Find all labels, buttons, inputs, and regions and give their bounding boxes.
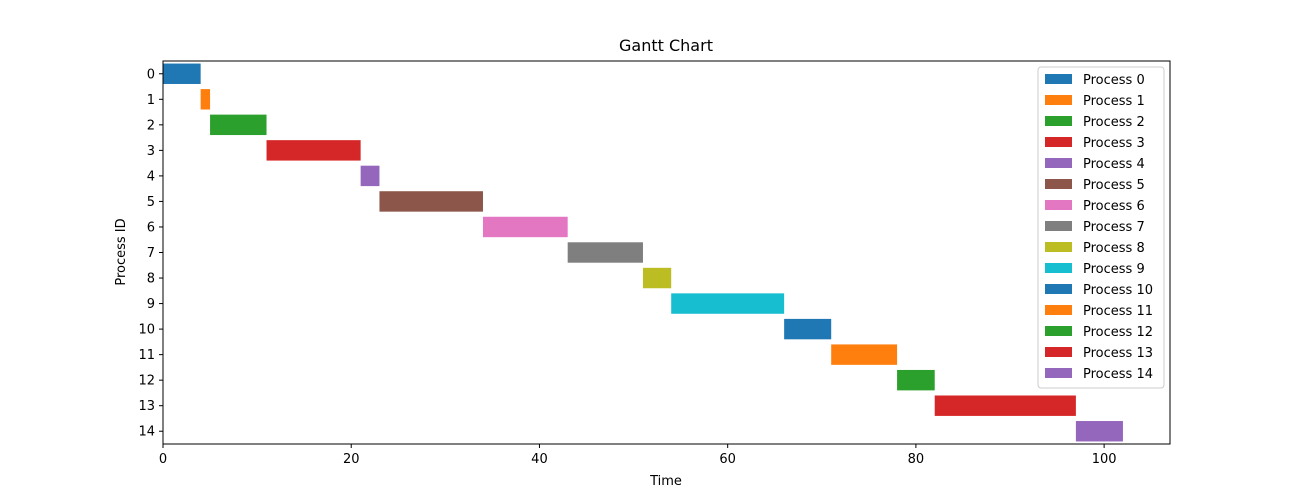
legend-swatch	[1045, 200, 1072, 210]
bar-process-3	[266, 140, 361, 161]
legend-label: Process 1	[1083, 94, 1145, 109]
legend-label: Process 8	[1083, 241, 1145, 256]
legend-label: Process 10	[1083, 283, 1153, 298]
legend-swatch	[1045, 221, 1072, 231]
y-tick-label: 2	[147, 118, 155, 133]
bars-layer	[163, 63, 1123, 442]
bar-process-10	[784, 318, 832, 340]
legend-swatch	[1045, 326, 1072, 336]
x-tick-label: 100	[1092, 452, 1117, 467]
chart-title: Gantt Chart	[619, 36, 713, 55]
y-tick-label: 14	[138, 425, 155, 440]
legend-label: Process 12	[1083, 325, 1153, 340]
y-tick-label: 3	[147, 144, 155, 159]
plot-frame	[162, 60, 1171, 445]
x-tick-label: 80	[908, 452, 925, 467]
y-tick-label: 1	[147, 93, 155, 108]
y-tick-label: 9	[147, 297, 155, 312]
legend-label: Process 6	[1083, 199, 1145, 214]
bar-process-14	[1075, 421, 1123, 442]
legend-swatch	[1045, 263, 1072, 273]
y-tick-label: 0	[147, 67, 155, 82]
y-tick-label: 12	[138, 374, 155, 389]
y-tick-label: 8	[147, 272, 155, 287]
legend-label: Process 7	[1083, 220, 1145, 235]
legend-swatch	[1045, 74, 1072, 84]
legend-swatch	[1045, 116, 1072, 126]
bar-process-8	[642, 267, 672, 289]
bar-process-2	[210, 114, 267, 136]
bar-process-0	[163, 63, 201, 84]
bar-process-9	[671, 293, 785, 314]
legend-swatch	[1045, 158, 1072, 168]
legend-swatch	[1045, 305, 1072, 315]
legend: Process 0 Process 1 Process 2 Process 3 Proc…	[1037, 66, 1165, 389]
y-tick-label: 11	[138, 348, 155, 363]
legend-swatch	[1045, 179, 1072, 189]
bar-process-13	[934, 395, 1076, 416]
x-ticks: 0 20 40 60 80 100	[159, 444, 1117, 467]
legend-swatch	[1045, 347, 1072, 357]
legend-swatch	[1045, 137, 1072, 147]
y-tick-label: 10	[138, 323, 155, 338]
legend-label: Process 14	[1083, 367, 1153, 382]
y-tick-label: 5	[147, 195, 155, 210]
bar-process-5	[379, 191, 483, 212]
legend-swatch	[1045, 284, 1072, 294]
bar-process-4	[360, 165, 380, 187]
legend-label: Process 13	[1083, 346, 1153, 361]
x-tick-label: 20	[343, 452, 360, 467]
bar-process-11	[831, 344, 898, 365]
legend-swatch	[1045, 368, 1072, 378]
y-axis-label: Process ID	[114, 218, 129, 285]
legend-label: Process 3	[1083, 136, 1145, 151]
legend-label: Process 11	[1083, 304, 1153, 319]
bar-process-6	[482, 216, 568, 238]
x-axis-label: Time	[649, 474, 682, 489]
y-tick-label: 13	[138, 399, 155, 414]
x-tick-label: 60	[719, 452, 736, 467]
y-tick-label: 7	[147, 246, 155, 261]
legend-label: Process 4	[1083, 157, 1145, 172]
y-tick-label: 4	[147, 169, 155, 184]
legend-swatch	[1045, 242, 1072, 252]
x-tick-label: 0	[159, 452, 167, 467]
y-tick-label: 6	[147, 220, 155, 235]
legend-label: Process 0	[1083, 73, 1145, 88]
x-tick-label: 40	[531, 452, 548, 467]
legend-label: Process 5	[1083, 178, 1145, 193]
legend-label: Process 9	[1083, 262, 1145, 277]
bar-process-12	[897, 369, 935, 391]
legend-swatch	[1045, 95, 1072, 105]
legend-label: Process 2	[1083, 115, 1145, 130]
bar-process-7	[567, 242, 643, 263]
bar-process-1	[200, 89, 211, 110]
